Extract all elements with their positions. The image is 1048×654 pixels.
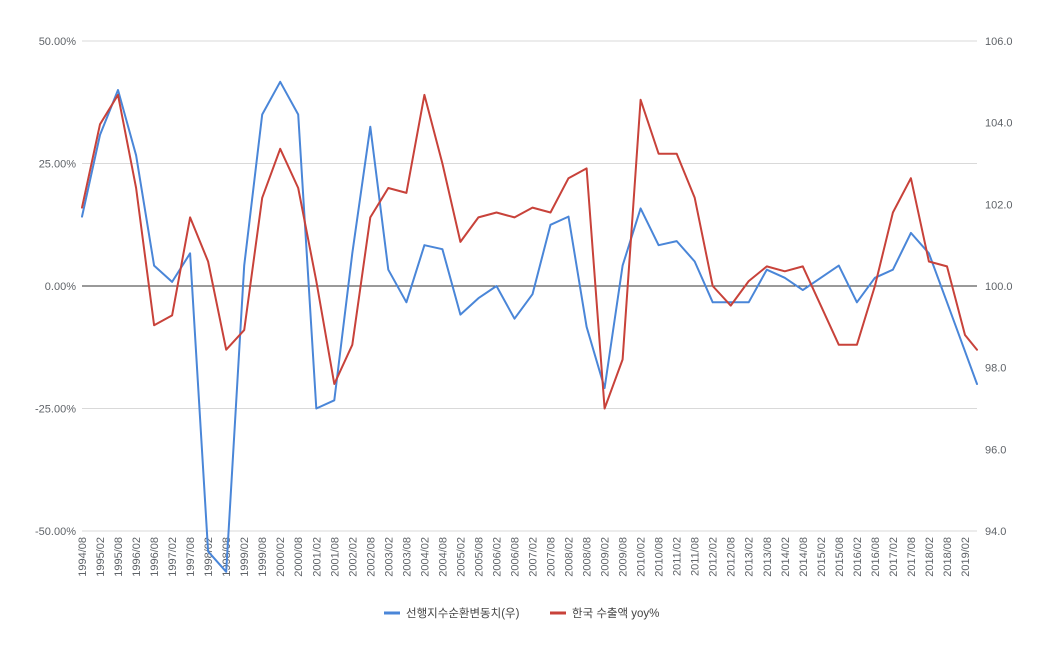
x-tick-label: 2002/08 [365,537,377,577]
x-tick-label: 2006/02 [491,537,503,577]
left-tick-label: -50.00% [35,526,76,538]
x-tick-label: 2018/08 [942,537,954,577]
right-tick-label: 94.0 [985,526,1006,538]
left-tick-label: -25.00% [35,404,76,416]
x-axis-ticks: 1994/08 1995/02 1995/08 1996/02 1996/08 1997/… [77,537,972,577]
legend: 선행지수순환변동치(우) 한국 수출액 yoy% [384,607,659,620]
x-tick-label: 2015/08 [834,537,846,577]
x-tick-label: 2005/02 [455,537,467,577]
legend-item-export-yoy[interactable]: 한국 수출액 yoy% [550,607,659,620]
x-tick-label: 2010/02 [636,537,648,577]
x-tick-label: 2018/02 [924,537,936,577]
x-tick-label: 2003/08 [401,537,413,577]
right-tick-label: 102.0 [985,199,1013,211]
right-tick-label: 96.0 [985,444,1006,456]
x-tick-label: 2004/08 [437,537,449,577]
x-tick-label: 1997/08 [185,537,197,577]
series-line-leading-index [81,80,978,573]
x-tick-label: 2011/08 [690,537,702,576]
x-tick-label: 2009/08 [618,537,630,577]
left-tick-label: 0.00% [45,281,76,293]
x-tick-label: 2008/08 [582,537,594,577]
x-tick-label: 2007/02 [528,537,540,577]
x-tick-label: 2010/08 [654,537,666,577]
x-tick-label: 2004/02 [419,537,431,577]
left-axis-ticks: 50.00% 25.00% 0.00% -25.00% -50.00% [35,36,76,538]
x-tick-label: 2014/08 [798,537,810,577]
x-tick-label: 1998/02 [203,537,215,577]
x-tick-label: 2019/02 [960,537,972,577]
x-tick-label: 2007/08 [546,537,558,577]
x-tick-label: 1994/08 [77,537,89,577]
left-tick-label: 50.00% [39,36,77,48]
x-tick-label: 1996/08 [149,537,161,577]
right-tick-label: 100.0 [985,281,1013,293]
x-tick-label: 2000/02 [275,537,287,577]
right-tick-label: 106.0 [985,36,1013,48]
x-tick-label: 2016/02 [852,537,864,577]
x-tick-label: 2016/08 [870,537,882,577]
legend-item-leading-index[interactable]: 선행지수순환변동치(우) [384,607,520,620]
x-tick-label: 2012/02 [708,537,720,577]
legend-label-export-yoy: 한국 수출액 yoy% [572,607,659,620]
gridlines [82,40,977,532]
series-line-export-yoy [81,93,978,410]
x-tick-label: 1999/02 [239,537,251,577]
x-tick-label: 2013/02 [744,537,756,577]
x-tick-label: 2014/02 [780,537,792,577]
x-tick-label: 2006/08 [509,537,521,577]
x-tick-label: 2001/08 [329,537,341,577]
x-tick-label: 2003/02 [383,537,395,577]
x-tick-label: 2008/02 [564,537,576,577]
x-tick-label: 2011/02 [672,537,684,576]
x-tick-label: 2012/08 [726,537,738,577]
x-tick-label: 2000/08 [293,537,305,577]
x-tick-label: 2017/02 [888,537,900,577]
x-tick-label: 2002/02 [347,537,359,577]
x-tick-label: 2009/02 [600,537,612,577]
x-tick-label: 2001/02 [311,537,323,577]
x-tick-label: 2017/08 [906,537,918,577]
x-tick-label: 1999/08 [257,537,269,577]
right-tick-label: 98.0 [985,363,1006,375]
legend-label-leading-index: 선행지수순환변동치(우) [406,607,520,620]
x-tick-label: 2005/08 [473,537,485,577]
x-tick-label: 1997/02 [167,537,179,577]
left-tick-label: 25.00% [39,159,77,171]
right-axis-ticks: 106.0 104.0 102.0 100.0 98.0 96.0 94.0 [985,36,1013,538]
x-tick-label: 1995/02 [95,537,107,577]
right-tick-label: 104.0 [985,118,1013,130]
x-tick-label: 2013/08 [762,537,774,577]
x-tick-label: 1995/08 [113,537,125,577]
series-lines [81,80,978,573]
x-tick-label: 2015/02 [816,537,828,577]
x-tick-label: 1996/02 [131,537,143,577]
